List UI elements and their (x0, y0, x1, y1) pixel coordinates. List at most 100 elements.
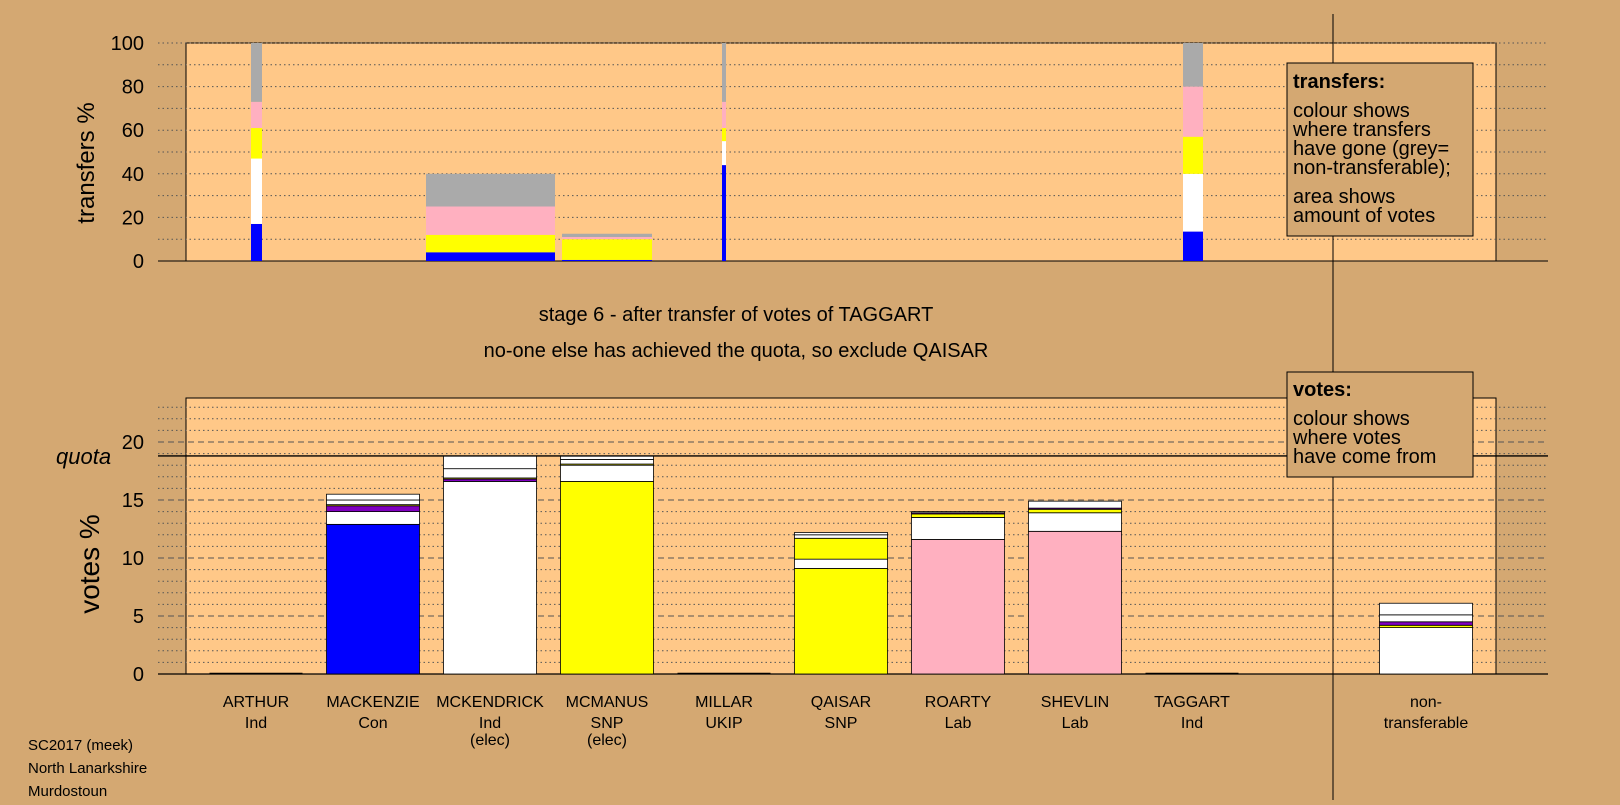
candidate-status-label: (elec) (587, 732, 627, 749)
transfer-segment (562, 239, 652, 260)
candidate-name-label: ARTHUR (223, 694, 289, 711)
votes-y-ticks: 0 5 10 15 20 (122, 432, 144, 686)
vote-segment (911, 511, 1005, 514)
transfer-segment (251, 128, 262, 159)
candidate-name-label: TAGGART (1154, 694, 1230, 711)
candidate-name-label: SHEVLIN (1041, 694, 1109, 711)
candidate-status-label: (elec) (470, 732, 510, 749)
votes-y-tick-label: 0 (133, 664, 144, 686)
transfer-segment (1183, 136, 1203, 174)
transfer-segment (251, 223, 262, 261)
transfers-grid (158, 42, 1548, 262)
candidate-name-label: non- (1410, 694, 1442, 711)
vote-segment (794, 568, 888, 675)
candidate-name-label: MCMANUS (566, 694, 649, 711)
transfers-legend: transfers: colour shows where transfers … (1286, 62, 1474, 237)
vote-segment (1028, 508, 1122, 514)
transfers-legend-line: non-transferable); (1293, 157, 1451, 179)
vote-segment (1379, 614, 1473, 623)
votes-y-tick-label: 10 (122, 548, 144, 570)
transfers-y-tick-label: 0 (133, 251, 144, 273)
candidate-party-label: transferable (1384, 715, 1469, 732)
votes-legend-line: colour shows (1293, 408, 1410, 430)
vote-segment (794, 534, 888, 539)
transfer-segment (1183, 231, 1203, 261)
vote-segment (560, 481, 654, 675)
candidate-name-label: ROARTY (925, 694, 992, 711)
transfers-legend-line: amount of votes (1293, 205, 1435, 227)
stage-heading: stage 6 - after transfer of votes of TAG… (539, 304, 934, 326)
transfer-segment (426, 252, 555, 261)
vote-segment (326, 511, 420, 525)
votes-legend-box (1286, 371, 1474, 478)
votes-legend-line: have come from (1293, 446, 1436, 468)
candidate-name-label: MILLAR (695, 694, 753, 711)
candidate-party-label: SNP (591, 715, 624, 732)
transfers-panel: 0 20 40 60 80 100 transfers % (73, 33, 1548, 273)
transfers-y-tick-label: 40 (122, 164, 144, 186)
transfers-plot-area (185, 42, 1497, 262)
vote-segment (911, 517, 1005, 540)
candidate-party-label: Lab (945, 715, 972, 732)
transfers-legend-line: where transfers (1292, 119, 1431, 141)
transfer-segment (1183, 86, 1203, 137)
vote-segment (1028, 530, 1122, 675)
transfers-y-tick-label: 80 (122, 77, 144, 99)
vote-segment (1379, 602, 1473, 616)
vote-segment (1379, 621, 1473, 626)
transfer-segment (426, 173, 555, 207)
stage-subheading: no-one else has achieved the quota, so e… (484, 340, 989, 362)
votes-bars (209, 455, 1473, 675)
transfer-segment (562, 259, 652, 261)
vote-segment (443, 455, 537, 470)
footer-line: SC2017 (meek) (28, 737, 133, 754)
votes-y-tick-label: 20 (122, 432, 144, 454)
votes-legend-title: votes: (1293, 379, 1352, 401)
footer-line: Murdostoun (28, 783, 107, 800)
vote-segment (443, 481, 537, 675)
vote-segment (1028, 500, 1122, 509)
footer-line: North Lanarkshire (28, 760, 147, 777)
transfer-segment (722, 165, 726, 261)
transfer-segment (1183, 43, 1203, 87)
transfer-segment (722, 141, 726, 166)
quota-label: quota (56, 444, 111, 469)
transfer-segment (251, 158, 262, 224)
candidate-name-label: QAISAR (811, 694, 871, 711)
transfer-segment (562, 237, 652, 240)
transfers-y-tick-label: 100 (111, 33, 144, 55)
votes-y-tick-label: 5 (133, 606, 144, 628)
transfers-bars (251, 43, 1203, 261)
votes-y-tick-label: 15 (122, 490, 144, 512)
candidate-party-label: Ind (245, 715, 267, 732)
transfers-y-tick-label: 20 (122, 207, 144, 229)
candidate-party-label: Lab (1062, 715, 1089, 732)
candidate-name-label: MCKENDRICK (436, 694, 544, 711)
transfer-segment (1183, 173, 1203, 232)
transfers-legend-line: area shows (1293, 186, 1395, 208)
transfer-segment (426, 206, 555, 235)
candidate-labels: ARTHURIndMACKENZIEConMCKENDRICKInd(elec)… (223, 694, 1469, 749)
transfer-segment (251, 43, 262, 102)
transfers-y-ticks: 0 20 40 60 80 100 (111, 33, 144, 273)
candidate-party-label: SNP (825, 715, 858, 732)
vote-segment (911, 513, 1005, 518)
vote-segment (443, 468, 537, 479)
transfer-segment (251, 101, 262, 129)
transfer-segment (722, 43, 726, 102)
vote-segment (326, 523, 420, 675)
vote-segment (560, 464, 654, 482)
votes-y-axis-label: votes % (74, 514, 105, 614)
candidate-party-label: Ind (1181, 715, 1203, 732)
vote-segment (1028, 512, 1122, 532)
vote-segment (794, 532, 888, 536)
transfers-legend-box (1286, 62, 1474, 237)
vote-segment (326, 505, 420, 512)
transfer-segment (562, 233, 652, 238)
candidate-party-label: UKIP (705, 715, 742, 732)
candidate-party-label: Con (358, 715, 387, 732)
vote-segment (794, 558, 888, 569)
vote-segment (326, 493, 420, 501)
